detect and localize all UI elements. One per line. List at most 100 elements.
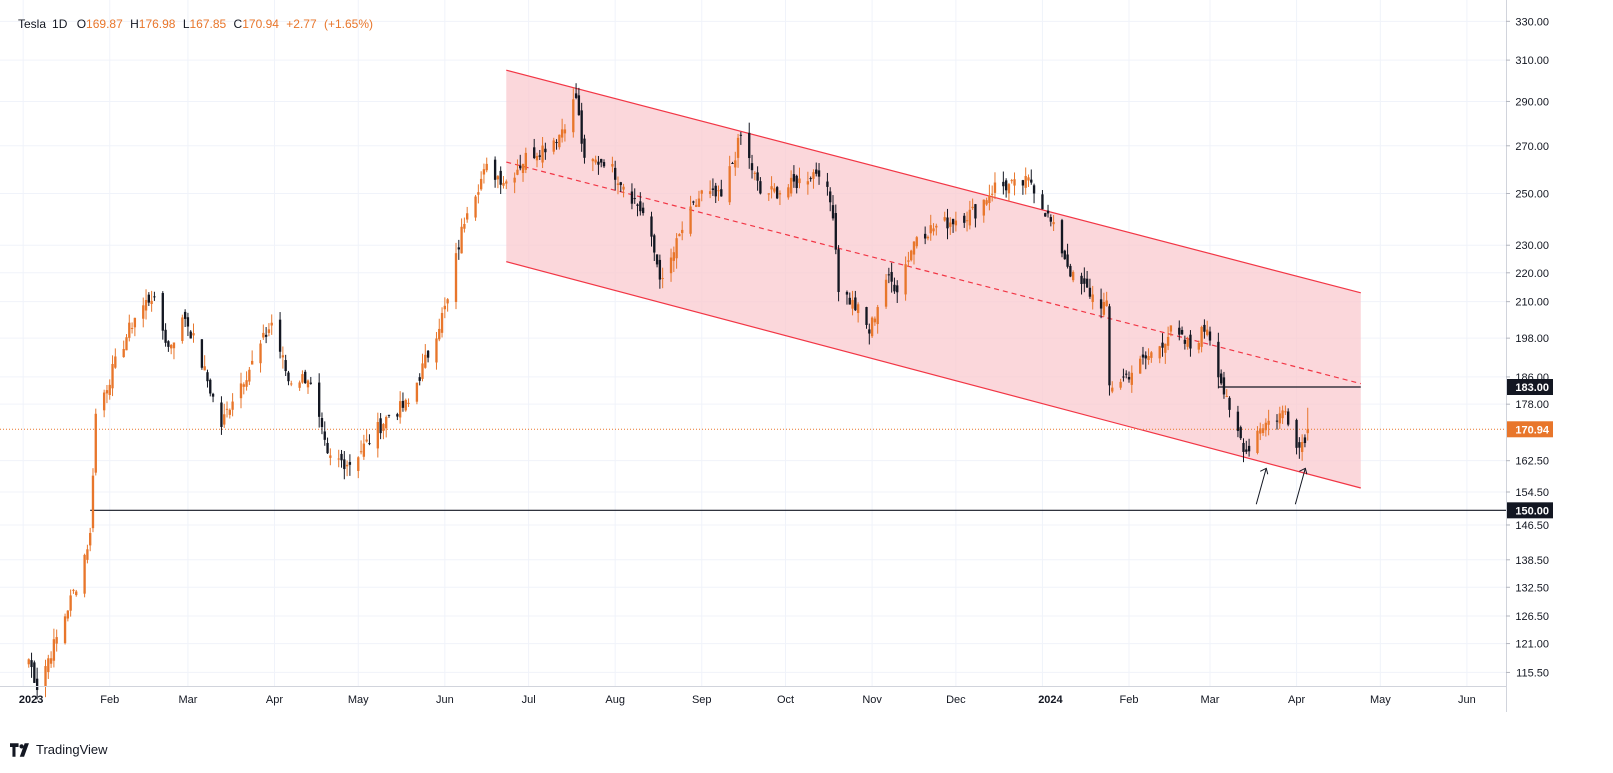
- candle-body[interactable]: [963, 215, 966, 223]
- candle-body[interactable]: [1256, 430, 1259, 453]
- candle-body[interactable]: [714, 185, 717, 197]
- candle-body[interactable]: [809, 178, 812, 180]
- candle-body[interactable]: [700, 190, 703, 194]
- candle-body[interactable]: [681, 229, 684, 234]
- candle-body[interactable]: [915, 237, 918, 247]
- candle-body[interactable]: [1245, 449, 1248, 452]
- candle-body[interactable]: [114, 356, 117, 368]
- candle-body[interactable]: [1228, 397, 1231, 410]
- candle-body[interactable]: [669, 257, 673, 274]
- candle-body[interactable]: [521, 163, 525, 173]
- candle-body[interactable]: [172, 342, 176, 349]
- candle-body[interactable]: [904, 264, 907, 295]
- candle-body[interactable]: [290, 383, 293, 385]
- candle-body[interactable]: [873, 318, 877, 323]
- candle-body[interactable]: [792, 174, 796, 182]
- candle-body[interactable]: [231, 401, 234, 410]
- candle-body[interactable]: [91, 475, 95, 529]
- candle-body[interactable]: [242, 384, 245, 387]
- candle-body[interactable]: [974, 204, 977, 219]
- candle-body[interactable]: [641, 207, 645, 214]
- candle-body[interactable]: [636, 204, 639, 206]
- candle-body[interactable]: [1063, 250, 1066, 260]
- candle-body[interactable]: [787, 187, 790, 198]
- candle-body[interactable]: [734, 160, 737, 168]
- candle-body[interactable]: [572, 99, 575, 133]
- candle-body[interactable]: [600, 158, 603, 163]
- candle-body[interactable]: [739, 134, 743, 136]
- candle-body[interactable]: [845, 291, 849, 295]
- candle-body[interactable]: [348, 462, 352, 465]
- candle-body[interactable]: [1083, 278, 1086, 284]
- candle-body[interactable]: [1264, 422, 1268, 431]
- candle-body[interactable]: [1080, 275, 1083, 284]
- candle-body[interactable]: [731, 163, 734, 165]
- candle-body[interactable]: [323, 431, 326, 440]
- candle-body[interactable]: [75, 591, 78, 596]
- candle-body[interactable]: [817, 170, 821, 177]
- candle-body[interactable]: [128, 322, 131, 338]
- candle-body[interactable]: [270, 322, 273, 326]
- candle-body[interactable]: [912, 241, 916, 255]
- candle-body[interactable]: [1189, 334, 1192, 349]
- candle-body[interactable]: [544, 148, 547, 153]
- candle-body[interactable]: [524, 152, 527, 170]
- candle-body[interactable]: [404, 399, 407, 411]
- candle-body[interactable]: [633, 198, 636, 200]
- candle-body[interactable]: [736, 137, 740, 158]
- candle-body[interactable]: [111, 363, 114, 389]
- candle-body[interactable]: [142, 305, 145, 319]
- candle-body[interactable]: [516, 169, 519, 175]
- candle-body[interactable]: [505, 181, 508, 184]
- candle-body[interactable]: [1013, 179, 1016, 186]
- candle-body[interactable]: [1066, 254, 1069, 267]
- candle-body[interactable]: [298, 382, 301, 388]
- candle-body[interactable]: [896, 285, 899, 293]
- candle-body[interactable]: [1024, 175, 1027, 188]
- candle-body[interactable]: [1178, 327, 1181, 335]
- candle-body[interactable]: [639, 201, 642, 212]
- candle-body[interactable]: [926, 236, 930, 239]
- candle-body[interactable]: [72, 589, 75, 591]
- candle-body[interactable]: [865, 307, 868, 325]
- candle-body[interactable]: [287, 372, 290, 382]
- candle-body[interactable]: [1091, 294, 1094, 303]
- candle-body[interactable]: [697, 198, 701, 207]
- candle-body[interactable]: [225, 408, 229, 410]
- candle-body[interactable]: [1105, 300, 1108, 307]
- candle-body[interactable]: [971, 206, 974, 209]
- candle-body[interactable]: [259, 343, 262, 364]
- candle-body[interactable]: [773, 188, 776, 192]
- candle-body[interactable]: [66, 610, 70, 619]
- candle-body[interactable]: [655, 254, 659, 265]
- candle-body[interactable]: [398, 401, 402, 418]
- candle-body[interactable]: [630, 191, 634, 204]
- candle-body[interactable]: [1139, 358, 1142, 374]
- candle-body[interactable]: [870, 317, 874, 337]
- candle-body[interactable]: [337, 458, 340, 460]
- candle-body[interactable]: [1049, 217, 1052, 222]
- candle-body[interactable]: [616, 183, 620, 185]
- candle-body[interactable]: [267, 329, 271, 333]
- candle-body[interactable]: [1071, 271, 1075, 281]
- candle-body[interactable]: [474, 196, 477, 218]
- candle-body[interactable]: [1295, 419, 1298, 448]
- candle-body[interactable]: [108, 384, 111, 396]
- candle-body[interactable]: [125, 337, 128, 351]
- candle-body[interactable]: [1069, 265, 1072, 277]
- candle-body[interactable]: [1102, 301, 1106, 315]
- candle-body[interactable]: [591, 159, 595, 162]
- candle-body[interactable]: [923, 233, 927, 239]
- candle-body[interactable]: [122, 348, 125, 358]
- candle-body[interactable]: [343, 459, 346, 470]
- candle-body[interactable]: [868, 329, 871, 334]
- candle-body[interactable]: [443, 305, 447, 310]
- candle-body[interactable]: [69, 595, 72, 611]
- candle-body[interactable]: [1108, 306, 1111, 386]
- candle-body[interactable]: [1085, 278, 1089, 288]
- candle-body[interactable]: [47, 658, 50, 673]
- candle-body[interactable]: [1208, 331, 1212, 341]
- candle-body[interactable]: [223, 414, 226, 425]
- candle-body[interactable]: [580, 110, 583, 144]
- candle-body[interactable]: [401, 400, 405, 408]
